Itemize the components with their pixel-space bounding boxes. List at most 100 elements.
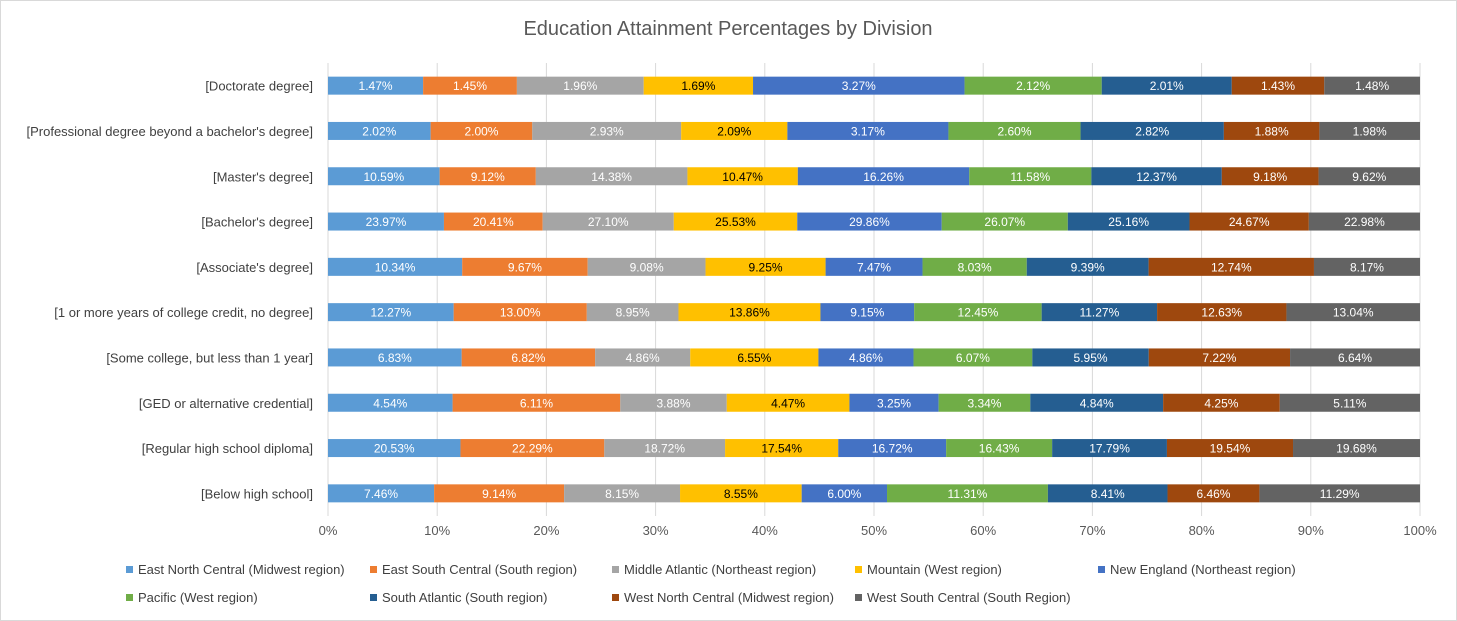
bar-segment	[787, 121, 949, 140]
data-label: 3.27%	[842, 79, 876, 93]
data-label: 8.55%	[724, 487, 758, 501]
bar-segment	[969, 167, 1092, 186]
bar-segment	[1319, 121, 1420, 140]
data-label: 12.37%	[1136, 170, 1177, 184]
legend-label: Pacific (West region)	[138, 590, 258, 605]
bar-segment	[680, 484, 802, 503]
data-label: 3.34%	[967, 396, 1001, 410]
data-label: 13.86%	[729, 306, 770, 320]
bar-segment	[1286, 303, 1420, 322]
data-label: 1.43%	[1261, 79, 1295, 93]
bar-segment	[1259, 484, 1420, 503]
bar-segment	[1157, 303, 1287, 322]
bar-segment	[328, 257, 463, 276]
bar-segment	[1026, 257, 1149, 276]
data-label: 7.46%	[364, 487, 398, 501]
x-axis-ticks: 0% 10% 20% 30% 40% 50% 60% 70% 80% 90% 100%	[319, 523, 1437, 538]
bar-segment	[439, 167, 536, 186]
data-label: 13.00%	[500, 306, 541, 320]
legend-label: West South Central (South Region)	[867, 590, 1071, 605]
data-label: 6.00%	[827, 487, 861, 501]
data-label: 7.22%	[1202, 351, 1236, 365]
x-tick-label: 30%	[643, 523, 669, 538]
data-label: 12.27%	[370, 306, 411, 320]
data-label: 20.41%	[473, 215, 514, 229]
bar-segment	[1279, 393, 1420, 412]
bar-segment	[452, 393, 621, 412]
data-label: 2.12%	[1016, 79, 1050, 93]
bar-segment	[1091, 167, 1222, 186]
data-label: 25.53%	[715, 215, 756, 229]
bar-segment	[1052, 439, 1167, 458]
legend-swatch	[126, 594, 133, 601]
bar-segment	[1047, 484, 1168, 503]
x-tick-label: 100%	[1403, 523, 1437, 538]
bar-segment	[887, 484, 1048, 503]
data-label: 19.54%	[1210, 442, 1251, 456]
legend-swatch	[1098, 566, 1105, 573]
bar-segment	[434, 484, 565, 503]
legend-label: Mountain (West region)	[867, 562, 1002, 577]
bar-segment	[1223, 121, 1320, 140]
data-label: 2.82%	[1135, 124, 1169, 138]
data-label: 2.00%	[464, 124, 498, 138]
data-label: 20.53%	[374, 442, 415, 456]
data-label: 4.84%	[1080, 396, 1114, 410]
bar-segment	[328, 76, 424, 95]
bar-segment	[328, 439, 461, 458]
x-tick-label: 60%	[970, 523, 996, 538]
bar-segment	[948, 121, 1081, 140]
data-label: 7.47%	[857, 260, 891, 274]
data-label: 2.09%	[717, 124, 751, 138]
bar-segment	[1101, 76, 1232, 95]
bar-segment	[1318, 167, 1420, 186]
data-label: 1.47%	[359, 79, 393, 93]
data-label: 14.38%	[591, 170, 632, 184]
data-label: 24.67%	[1229, 215, 1270, 229]
data-label: 22.29%	[512, 442, 553, 456]
legend: East North Central (Midwest region) East …	[126, 562, 1296, 605]
bar-segment	[1032, 348, 1149, 367]
legend-swatch	[370, 594, 377, 601]
bar-segment	[620, 393, 727, 412]
data-label: 6.83%	[378, 351, 412, 365]
category-label: [Some college, but less than 1 year]	[106, 350, 313, 365]
bar-segment	[1148, 257, 1314, 276]
bar-segment	[938, 393, 1031, 412]
data-label: 11.31%	[948, 487, 988, 501]
bar-segment	[1189, 212, 1309, 231]
data-label: 18.72%	[644, 442, 685, 456]
data-label: 2.93%	[590, 124, 624, 138]
data-label: 9.12%	[471, 170, 505, 184]
x-tick-label: 90%	[1298, 523, 1324, 538]
legend-label: West North Central (Midwest region)	[624, 590, 834, 605]
data-label: 19.68%	[1336, 442, 1377, 456]
data-label: 11.58%	[1010, 170, 1050, 184]
data-label: 2.01%	[1150, 79, 1184, 93]
bar-segment	[1221, 167, 1319, 186]
bar-segment	[535, 167, 688, 186]
data-label: 10.47%	[722, 170, 763, 184]
legend-swatch	[855, 594, 862, 601]
bar-segment	[1041, 303, 1158, 322]
data-label: 9.25%	[749, 260, 783, 274]
bar-segment	[825, 257, 923, 276]
bar-segment	[328, 212, 444, 231]
data-label: 1.98%	[1353, 124, 1387, 138]
data-label: 9.62%	[1352, 170, 1386, 184]
bar-segment	[914, 303, 1042, 322]
data-label: 8.41%	[1091, 487, 1125, 501]
data-label: 6.46%	[1196, 487, 1230, 501]
bar-segment	[1080, 121, 1224, 140]
data-label: 29.86%	[849, 215, 890, 229]
data-label: 6.82%	[511, 351, 545, 365]
data-label: 1.96%	[563, 79, 597, 93]
legend-swatch	[612, 594, 619, 601]
data-label: 1.45%	[453, 79, 487, 93]
bar-segment	[838, 439, 947, 458]
data-label: 9.08%	[630, 260, 664, 274]
data-label: 5.11%	[1333, 396, 1366, 410]
bar-segment	[430, 121, 533, 140]
bar-segment	[818, 348, 914, 367]
bar-segment	[564, 484, 681, 503]
